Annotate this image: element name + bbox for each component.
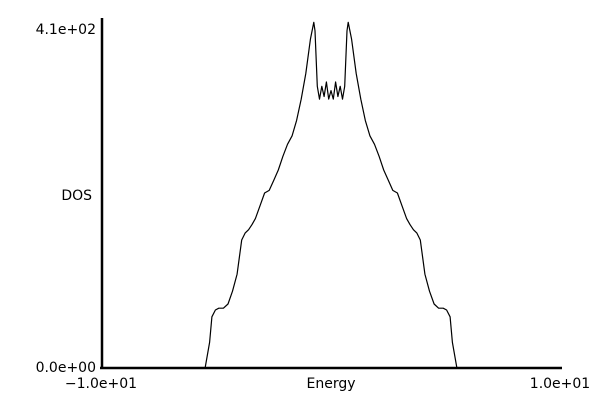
dos-series-line [102,21,560,369]
y-tick-label-max: 4.1e+02 [36,22,96,38]
x-tick-label-max: 1.0e+01 [530,376,590,392]
y-tick-label-min: 0.0e+00 [36,360,96,376]
x-axis-label: Energy [306,376,355,392]
x-tick-label-min: −1.0e+01 [65,376,137,392]
y-axis-label: DOS [61,188,92,204]
